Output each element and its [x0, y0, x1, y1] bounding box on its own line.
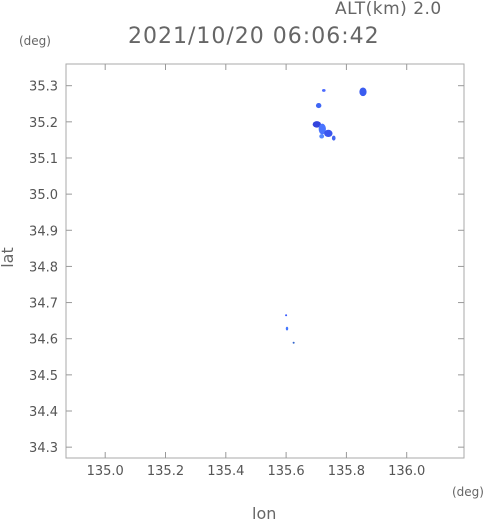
echo-cell-8: [285, 314, 288, 317]
y-tick-label: 34.5: [29, 369, 58, 384]
echo-cell-0: [359, 87, 367, 97]
echo-cell-3: [312, 121, 322, 128]
chart-title-timestamp: 2021/10/20 06:06:42: [128, 24, 380, 49]
y-axis-ticks: 34.3 34.4 34.5 34.6 34.7 34.8 34.9 35.0 35.1 35.2…: [29, 80, 464, 456]
x-axis-label: lon: [252, 504, 277, 523]
echo-cell-5: [324, 129, 333, 138]
y-tick-label: 34.7: [29, 297, 58, 312]
x-axis-unit: (deg): [452, 485, 484, 499]
x-tick-label: 135.6: [267, 464, 304, 479]
x-axis-ticks: 135.0 135.2 135.4 135.6 135.8 136.0: [87, 64, 425, 479]
x-tick-label: 136.0: [388, 464, 425, 479]
echo-cells: [285, 87, 367, 344]
altitude-label: ALT(km) 2.0: [335, 0, 442, 19]
y-axis-unit: (deg): [19, 34, 51, 48]
y-tick-label: 34.8: [29, 260, 58, 275]
y-tick-label: 34.9: [29, 224, 58, 239]
echo-cell-7: [331, 135, 336, 141]
echo-cell-6: [319, 134, 325, 139]
x-tick-label: 135.0: [87, 464, 124, 479]
y-tick-label: 35.1: [29, 152, 58, 167]
plot-frame: [65, 63, 465, 459]
echo-cell-9: [285, 326, 289, 331]
x-tick-label: 135.4: [207, 464, 244, 479]
x-tick-label: 135.8: [328, 464, 365, 479]
echo-cell-4: [318, 123, 326, 135]
y-tick-label: 34.3: [29, 441, 58, 456]
y-tick-label: 34.4: [29, 405, 58, 420]
echo-cell-10: [292, 341, 295, 344]
y-tick-label: 34.6: [29, 333, 58, 348]
echo-cell-2: [315, 103, 322, 109]
echo-cell-1: [321, 88, 326, 92]
y-tick-label: 35.0: [29, 188, 58, 203]
y-tick-label: 35.2: [29, 116, 58, 131]
x-tick-label: 135.2: [147, 464, 184, 479]
y-tick-label: 35.3: [29, 80, 58, 95]
